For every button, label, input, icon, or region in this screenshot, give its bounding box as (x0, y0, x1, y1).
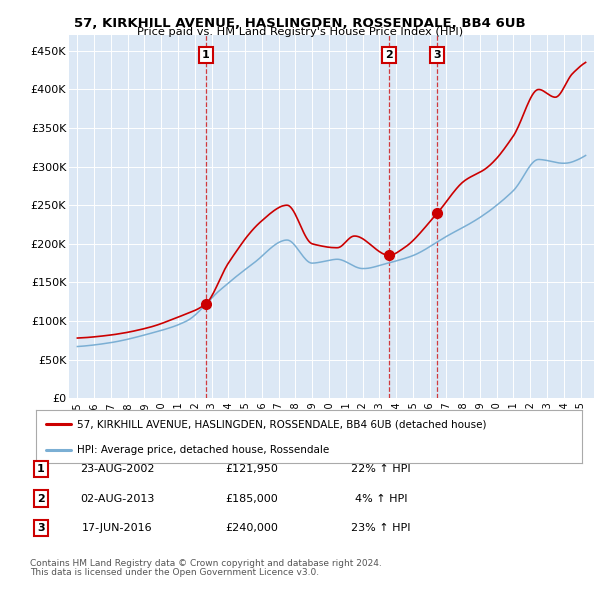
Text: £240,000: £240,000 (226, 523, 278, 533)
Text: £185,000: £185,000 (226, 494, 278, 503)
Text: £121,950: £121,950 (226, 464, 278, 474)
Text: Price paid vs. HM Land Registry's House Price Index (HPI): Price paid vs. HM Land Registry's House … (137, 27, 463, 37)
Text: 23-AUG-2002: 23-AUG-2002 (80, 464, 154, 474)
Text: 23% ↑ HPI: 23% ↑ HPI (351, 523, 411, 533)
Text: 57, KIRKHILL AVENUE, HASLINGDEN, ROSSENDALE, BB4 6UB (detached house): 57, KIRKHILL AVENUE, HASLINGDEN, ROSSEND… (77, 419, 487, 430)
Text: 3: 3 (37, 523, 44, 533)
Text: 1: 1 (37, 464, 44, 474)
Text: 2: 2 (385, 50, 393, 60)
Text: 57, KIRKHILL AVENUE, HASLINGDEN, ROSSENDALE, BB4 6UB: 57, KIRKHILL AVENUE, HASLINGDEN, ROSSEND… (74, 17, 526, 30)
Text: 4% ↑ HPI: 4% ↑ HPI (355, 494, 407, 503)
Text: 17-JUN-2016: 17-JUN-2016 (82, 523, 152, 533)
Text: 3: 3 (434, 50, 441, 60)
Text: This data is licensed under the Open Government Licence v3.0.: This data is licensed under the Open Gov… (30, 568, 319, 577)
Text: 22% ↑ HPI: 22% ↑ HPI (351, 464, 411, 474)
Text: Contains HM Land Registry data © Crown copyright and database right 2024.: Contains HM Land Registry data © Crown c… (30, 559, 382, 568)
Text: 1: 1 (202, 50, 209, 60)
Text: 02-AUG-2013: 02-AUG-2013 (80, 494, 154, 503)
Text: HPI: Average price, detached house, Rossendale: HPI: Average price, detached house, Ross… (77, 445, 329, 455)
Text: 2: 2 (37, 494, 44, 503)
